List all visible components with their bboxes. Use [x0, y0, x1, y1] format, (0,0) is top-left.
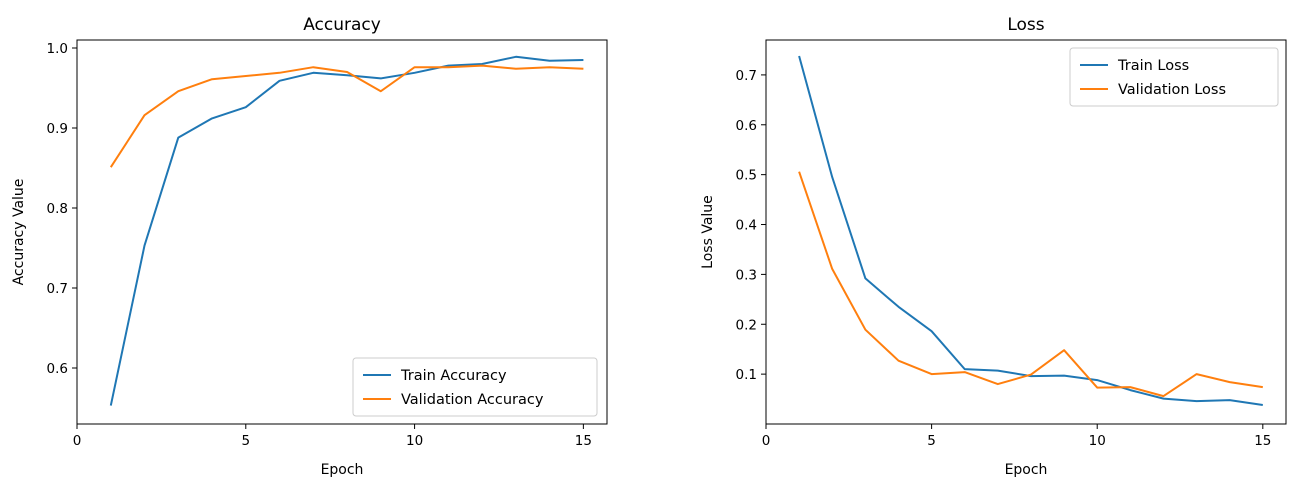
loss-x-tick-label: 5 [927, 433, 936, 449]
accuracy-x-tick-label: 5 [241, 433, 250, 449]
loss-legend-label: Train Loss [1117, 58, 1189, 74]
accuracy-x-axis-label: Epoch [321, 462, 364, 478]
accuracy-y-tick-label: 0.6 [47, 361, 68, 377]
loss-chart-title: Loss [1007, 15, 1044, 35]
loss-legend: Train Loss Validation Loss [1070, 48, 1278, 106]
accuracy-y-tick-label: 0.7 [47, 281, 68, 297]
loss-y-tick-label: 0.7 [736, 68, 757, 84]
accuracy-series-line-validation [111, 66, 584, 168]
loss-x-tick-label: 10 [1089, 433, 1106, 449]
loss-legend-label: Validation Loss [1118, 82, 1226, 98]
accuracy-y-tick-label: 0.9 [47, 121, 68, 137]
loss-y-tick-label: 0.5 [736, 168, 757, 184]
loss-x-tick-label: 15 [1254, 433, 1271, 449]
loss-y-tick-label: 0.3 [736, 267, 757, 283]
loss-series-line-train [799, 56, 1263, 405]
accuracy-legend-label: Validation Accuracy [401, 392, 544, 408]
accuracy-y-tick-label: 1.0 [47, 41, 68, 57]
loss-series-line-validation [799, 172, 1263, 396]
loss-y-tick-label: 0.6 [736, 118, 757, 134]
accuracy-y-axis-label: Accuracy Value [11, 179, 27, 286]
accuracy-chart: Accuracy 0 5 10 15 0.6 0.7 0.8 0.9 1.0 Epoch Accura… [11, 15, 607, 478]
loss-y-tick-label: 0.1 [736, 367, 757, 383]
accuracy-legend: Train Accuracy Validation Accuracy [353, 358, 597, 416]
accuracy-x-tick-label: 10 [406, 433, 423, 449]
loss-x-tick-label: 0 [762, 433, 771, 449]
loss-y-tick-label: 0.4 [736, 218, 757, 234]
loss-x-axis-label: Epoch [1005, 462, 1048, 478]
accuracy-legend-label: Train Accuracy [400, 368, 507, 384]
loss-y-tick-label: 0.2 [736, 317, 757, 333]
loss-y-axis-label: Loss Value [700, 195, 716, 269]
accuracy-series-line-train [111, 57, 584, 406]
accuracy-chart-title: Accuracy [303, 15, 381, 35]
loss-chart: Loss 0 5 10 15 0.1 0.2 0.3 0.4 0.5 0.6 0.7 Epoch Loss… [700, 15, 1286, 478]
accuracy-x-tick-label: 0 [73, 433, 82, 449]
accuracy-y-tick-label: 0.8 [47, 201, 68, 217]
accuracy-x-tick-label: 15 [575, 433, 592, 449]
